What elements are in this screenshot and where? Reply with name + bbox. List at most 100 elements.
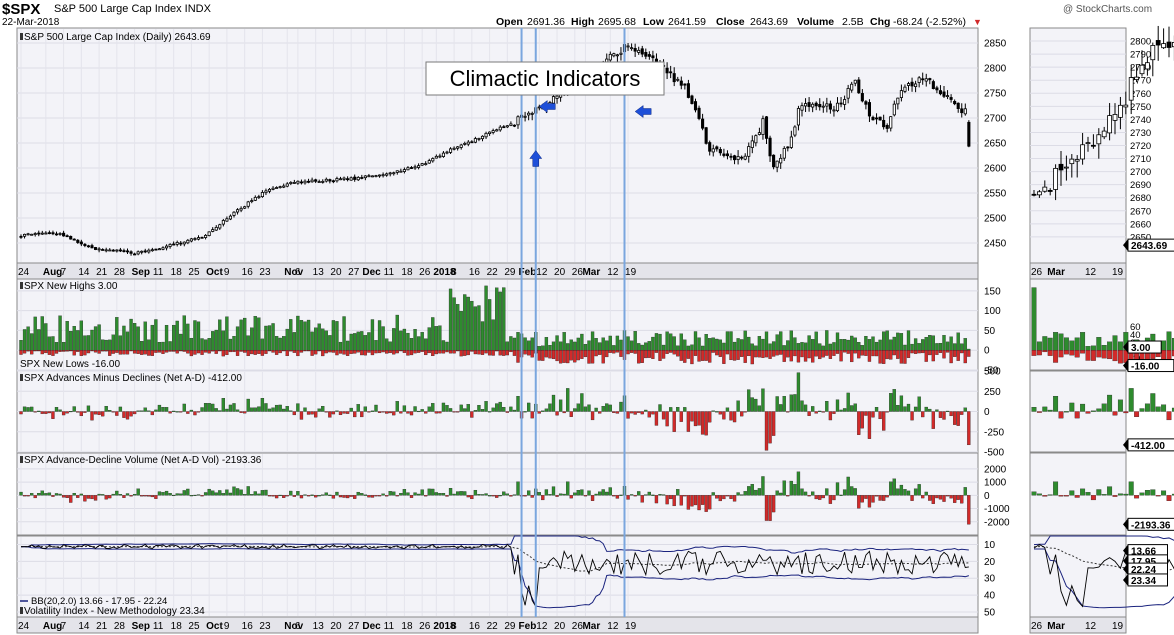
- new-lows-bar: [374, 350, 378, 354]
- new-lows-bar: [750, 350, 754, 365]
- new-highs-bar: [413, 329, 417, 351]
- new-lows-bar: [878, 350, 882, 364]
- net-ad-bar: [26, 407, 30, 412]
- net-ad-volume-bar: [590, 495, 595, 501]
- new-lows-bar: [892, 350, 896, 356]
- net-ad-volume-bar: [807, 495, 811, 497]
- new-lows-bar: [306, 350, 311, 352]
- new-highs-bar: [871, 336, 875, 351]
- net-ad-volume-bar: [800, 488, 804, 496]
- candle: [434, 155, 438, 159]
- new-highs-bar: [516, 332, 520, 351]
- net-ad-bar: [569, 411, 573, 417]
- candle: [630, 47, 634, 50]
- new-lows-bar: [303, 350, 307, 352]
- new-highs-bar: [171, 324, 176, 351]
- net-ad-volume-bar: [761, 476, 765, 496]
- y-tick-label: 20: [984, 557, 996, 568]
- net-ad-volume-bar: [658, 494, 662, 496]
- new-lows-bar: [143, 350, 147, 355]
- x-tick-label: 29: [504, 621, 516, 632]
- new-highs-bar: [218, 319, 222, 351]
- new-lows-bar: [19, 350, 23, 355]
- zoom-net-ad-bar: [1166, 411, 1172, 421]
- zoom-new-highs-bar: [1171, 338, 1174, 351]
- net-ad-bar: [850, 405, 854, 412]
- new-lows-bar: [590, 350, 595, 364]
- zoom-new-highs-bar: [1117, 341, 1123, 351]
- zoom-candle: [1042, 186, 1048, 192]
- candle: [278, 186, 282, 189]
- zoom-net-ad-bar: [1069, 402, 1075, 412]
- new-highs-bar: [306, 319, 311, 351]
- net-ad-volume-bar: [906, 490, 911, 496]
- net-ad-volume-bar: [480, 494, 485, 496]
- candle: [772, 154, 776, 168]
- candle: [835, 102, 840, 112]
- zoom-y-tick-label: 40: [1130, 330, 1141, 341]
- net-ad-volume-bar: [384, 495, 389, 497]
- net-ad-bar: [384, 411, 389, 414]
- net-ad-bar: [928, 408, 932, 412]
- net-ad-volume-bar: [523, 495, 527, 497]
- candle: [608, 53, 612, 61]
- zoom-new-lows-bar: [1042, 350, 1048, 353]
- zoom-net-ad-volume-bar: [1085, 492, 1091, 496]
- zoom-new-lows-bar: [1053, 350, 1059, 363]
- net-ad-volume-bar: [505, 493, 510, 496]
- candle: [530, 112, 534, 115]
- net-ad-volume-bar: [388, 491, 392, 496]
- new-highs-bar: [111, 334, 115, 351]
- new-lows-bar: [285, 350, 289, 357]
- zoom-new-highs-bar: [1058, 333, 1064, 351]
- new-highs-bar: [562, 332, 566, 351]
- new-highs-bar: [658, 333, 662, 351]
- candle: [669, 71, 673, 74]
- y-tick-label: 2800: [984, 64, 1007, 75]
- new-highs-bar: [331, 320, 336, 351]
- vix-value-tag-box: [1127, 573, 1168, 587]
- net-ad-bar: [51, 411, 55, 419]
- new-highs-bar: [764, 331, 769, 351]
- annotation-title: Climactic Indicators: [450, 66, 641, 91]
- new-highs-bar: [26, 326, 30, 351]
- x-tick-label: 26: [572, 267, 584, 278]
- net-ad-bar: [775, 396, 779, 412]
- candle: [72, 238, 76, 241]
- net-ad-bar: [186, 411, 190, 414]
- new-highs-bar: [910, 343, 914, 351]
- net-ad-bar: [406, 411, 410, 414]
- net-ad-bar: [477, 405, 481, 412]
- new-lows-bar: [381, 350, 385, 353]
- new-highs-bar: [310, 331, 314, 351]
- net-ad-bar: [495, 403, 499, 412]
- candle: [62, 232, 66, 237]
- net-ad-bar: [527, 402, 531, 412]
- candle: [150, 249, 154, 252]
- net-ad-volume-bar: [899, 484, 904, 496]
- new-lows-bar: [193, 350, 197, 355]
- ticker-symbol[interactable]: $SPX: [2, 1, 41, 18]
- net-ad-volume-bar: [218, 490, 222, 496]
- new-lows-bar: [700, 350, 705, 361]
- new-highs-bar: [605, 340, 609, 351]
- x-tick-label: 20: [554, 267, 566, 278]
- new-lows-bar: [527, 350, 531, 356]
- net-ad-volume-bar: [700, 495, 705, 505]
- x-tick-label: 11: [384, 267, 395, 278]
- x-tick-label: 12: [536, 267, 548, 278]
- new-lows-bar: [921, 350, 925, 354]
- vix-legend: Volatility Index - New Methodology 23.34: [24, 606, 205, 617]
- new-lows-bar: [97, 350, 101, 354]
- y-tick-label: 500: [984, 367, 1001, 378]
- zoom-new-lows-bar: [1107, 350, 1113, 360]
- net-ad-bar: [221, 398, 226, 412]
- candle: [321, 181, 325, 183]
- net-ad-bar: [306, 411, 311, 415]
- new-lows-bar: [583, 350, 588, 358]
- net-ad-volume-bar: [835, 482, 840, 496]
- new-lows-bar: [573, 350, 577, 363]
- new-lows-bar: [473, 350, 478, 355]
- net-ad-volume-bar: [65, 495, 69, 499]
- net-ad-bar: [257, 406, 261, 412]
